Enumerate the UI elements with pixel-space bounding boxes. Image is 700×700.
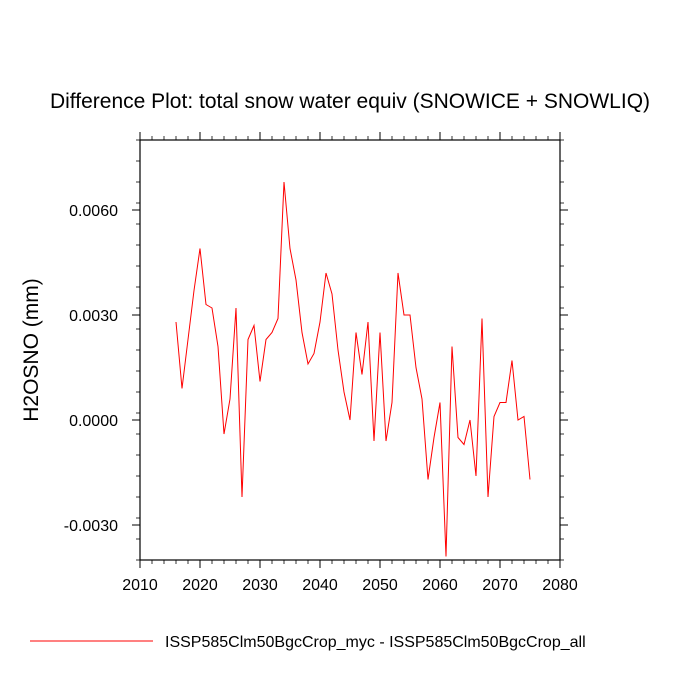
y-tick-label: -0.0030 — [64, 518, 118, 535]
x-tick-label: 2030 — [242, 577, 278, 594]
legend-label: ISSP585Clm50BgcCrop_myc - ISSP585Clm50Bg… — [165, 634, 586, 651]
x-tick-label: 2080 — [542, 577, 578, 594]
x-tick-label: 2010 — [122, 577, 158, 594]
y-axis-label: H2OSNO (mm) — [20, 278, 43, 422]
legend: ISSP585Clm50BgcCrop_myc - ISSP585Clm50Bg… — [30, 634, 586, 651]
plot-frame — [139, 139, 561, 561]
x-tick-label: 2020 — [182, 577, 218, 594]
plot-area: 2010 2020 2030 2040 2050 2060 2070 2080 -0.0030… — [64, 132, 578, 594]
series-layer — [175, 181, 531, 557]
y-tick-label: 0.0000 — [69, 413, 118, 430]
x-axis: 2010 2020 2030 2040 2050 2060 2070 2080 — [122, 132, 578, 594]
series-line — [175, 181, 531, 557]
x-tick-label: 2070 — [482, 577, 518, 594]
chart-title: Difference Plot: total snow water equiv … — [50, 90, 650, 113]
y-tick-label: 0.0060 — [69, 203, 118, 220]
y-axis: -0.0030 0.0000 0.0030 0.0060 — [64, 203, 568, 535]
y-tick-label: 0.0030 — [69, 308, 118, 325]
x-tick-label: 2060 — [422, 577, 458, 594]
x-tick-label: 2050 — [362, 577, 398, 594]
minor-ticks — [136, 136, 564, 564]
x-tick-label: 2040 — [302, 577, 338, 594]
